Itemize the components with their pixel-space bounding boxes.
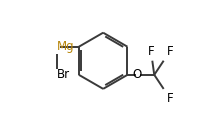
- Text: F: F: [148, 45, 154, 58]
- Text: F: F: [167, 92, 173, 105]
- Text: F: F: [167, 45, 173, 58]
- Text: Mg: Mg: [57, 40, 74, 53]
- Text: O: O: [133, 68, 142, 81]
- Text: Br: Br: [57, 68, 70, 81]
